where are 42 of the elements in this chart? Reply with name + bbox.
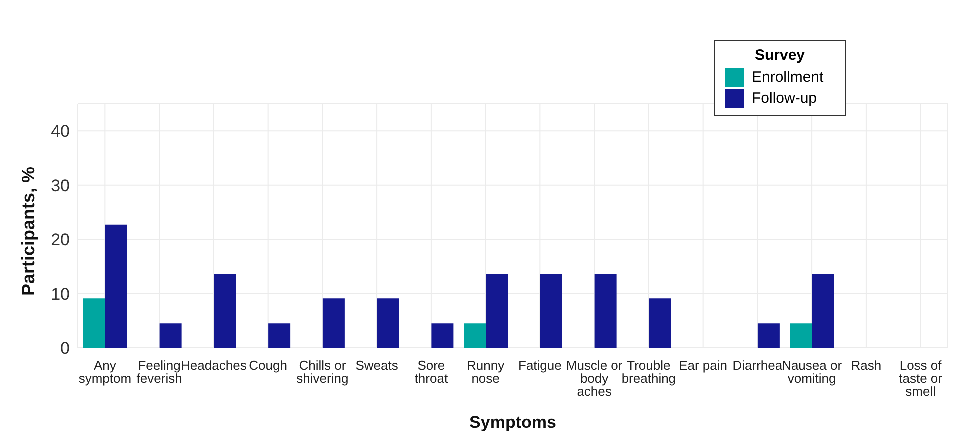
y-tick-label: 40 — [51, 122, 70, 142]
bar — [214, 274, 236, 348]
legend-label: Enrollment — [752, 69, 824, 86]
bar — [105, 224, 128, 348]
y-tick-label: 10 — [51, 284, 70, 304]
y-axis-title: Participants, % — [18, 166, 38, 296]
x-tick-label: Rash — [851, 358, 882, 373]
bar — [594, 274, 617, 348]
bar — [432, 324, 454, 348]
bar — [377, 298, 400, 348]
x-tick-label: Nausea or vomiting — [782, 358, 843, 386]
y-tick-label: 20 — [51, 230, 70, 250]
x-tick-label: Trouble breathing — [622, 358, 676, 386]
x-tick-label: Runny nose — [467, 358, 506, 386]
x-axis-title: Symptoms — [470, 413, 556, 432]
bar — [812, 274, 834, 348]
x-tick-label: Sweats — [356, 358, 399, 373]
bar — [464, 324, 486, 348]
x-tick-label: Ear pain — [679, 358, 728, 373]
x-tick-label: Sore throat — [414, 358, 448, 386]
bar — [160, 324, 182, 348]
bar — [486, 274, 508, 348]
x-tick-label: Diarrhea — [732, 358, 784, 373]
bar — [758, 324, 780, 348]
bar — [83, 298, 106, 348]
bar — [322, 298, 345, 348]
bar — [540, 274, 562, 348]
x-tick-label: Muscle or body aches — [566, 358, 624, 399]
y-tick-label: 0 — [60, 339, 70, 358]
y-tick-label: 30 — [51, 176, 70, 196]
x-tick-label: Chills or shivering — [296, 358, 349, 386]
x-tick-label: Loss of taste or smell — [899, 358, 944, 399]
x-tick-label: Fatigue — [518, 358, 562, 373]
legend-title: Survey — [754, 47, 806, 64]
x-tick-label: Headaches — [181, 358, 248, 373]
bar — [790, 324, 812, 348]
bar — [649, 298, 672, 348]
x-tick-label: Any symptom — [78, 358, 132, 386]
legend-label: Follow-up — [752, 90, 818, 107]
x-tick-label: Cough — [249, 358, 288, 373]
bar — [268, 324, 291, 348]
x-tick-label: Feeling feverish — [136, 358, 182, 386]
